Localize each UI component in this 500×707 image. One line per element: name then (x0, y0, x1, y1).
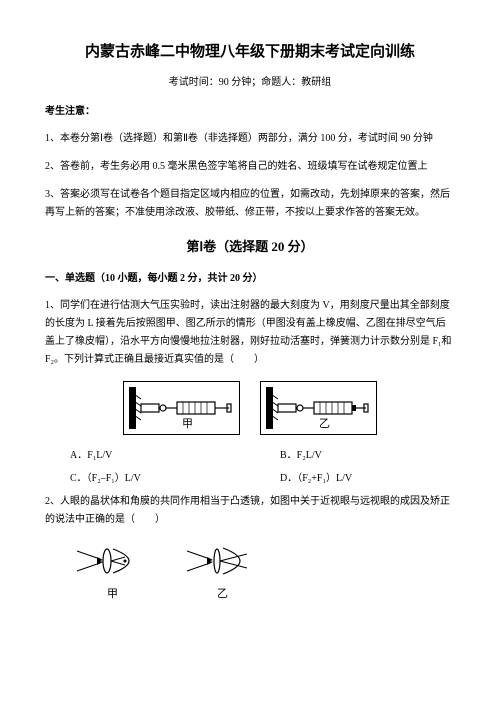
q1-option-b: B．F₂L/V (280, 447, 430, 464)
instruction-3: 3、答案必须写在试卷各个题目指定区域内相应的位置，如需改动，先划掉原来的答案，然… (45, 186, 455, 222)
q2-figures: 甲 乙 (75, 541, 455, 604)
q2-label-b: 乙 (217, 585, 228, 604)
q1-option-a: A．F₁L/V (70, 447, 280, 464)
syringe-icon: 乙 (266, 387, 371, 429)
q1-options-row1: A．F₁L/V B．F₂L/V (70, 447, 455, 464)
q1-options-row2: C．（F₂–F₁）L/V D．（F₂+F₁）L/V (70, 470, 455, 487)
eye-lens-icon (75, 541, 150, 581)
instruction-1: 1、本卷分第Ⅰ卷（选择题）和第Ⅱ卷（非选择题）两部分，满分 100 分，考试时间… (45, 130, 455, 148)
q1-option-d: D．（F₂+F₁）L/V (280, 470, 430, 487)
q1-figure-a: 甲 (123, 381, 240, 435)
section-title: 第Ⅰ卷（选择题 20 分） (45, 236, 455, 258)
svg-text:乙: 乙 (319, 417, 330, 429)
instruction-2: 2、答卷前，考生务必用 0.5 毫米黑色签字笔将自己的姓名、班级填写在试卷规定位… (45, 158, 455, 176)
subsection-heading: 一、单选题（10 小题，每小题 2 分，共计 20 分） (45, 270, 455, 287)
notice-heading: 考生注意： (45, 103, 455, 120)
eye-lens-icon (185, 541, 260, 581)
subtitle: 考试时间：90 分钟；命题人：教研组 (45, 74, 455, 91)
question-2: 2、人眼的晶状体和角膜的共同作用相当于凸透镜，如图中关于近视眼与远视眼的成因及矫… (45, 493, 455, 529)
question-1: 1、同学们在进行估测大气压实验时，读出注射器的最大刻度为 V，用刻度尺量出其全部… (45, 297, 455, 369)
q2-label-a: 甲 (107, 585, 118, 604)
q1-figure-b: 乙 (260, 381, 377, 435)
q1-option-c: C．（F₂–F₁）L/V (70, 470, 280, 487)
svg-text:甲: 甲 (182, 418, 193, 429)
syringe-icon: 甲 (129, 387, 234, 429)
q2-figure-a: 甲 (75, 541, 150, 604)
page-title: 内蒙古赤峰二中物理八年级下册期末考试定向训练 (45, 40, 455, 66)
q1-figures: 甲 乙 (45, 381, 455, 435)
q2-figure-b: 乙 (185, 541, 260, 604)
